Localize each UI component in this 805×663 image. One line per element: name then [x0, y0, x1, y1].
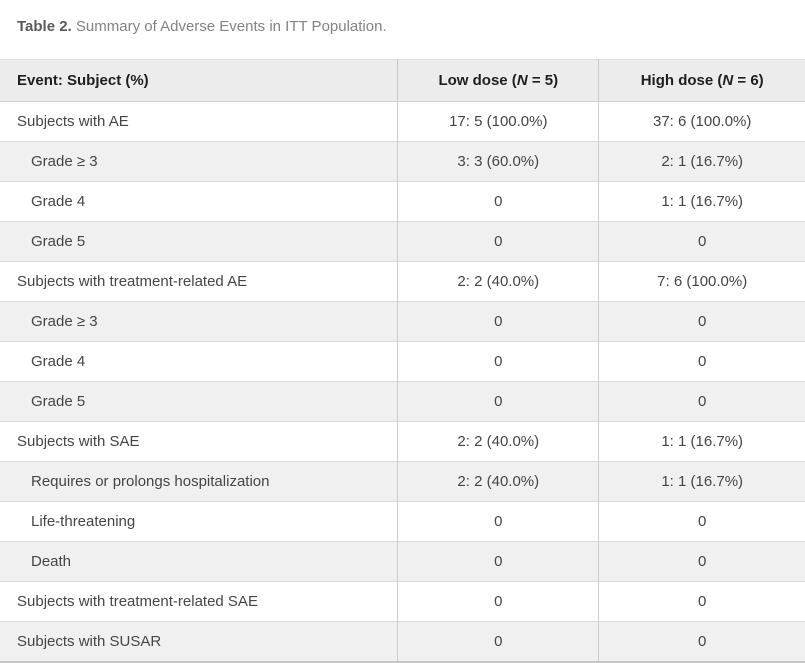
table-caption-text: Summary of Adverse Events in ITT Populat…	[71, 18, 387, 35]
header-high-dose-n: N	[722, 72, 734, 89]
high-dose-value: 0	[598, 341, 805, 382]
high-dose-value: 1: 1 (16.7%)	[598, 461, 805, 502]
event-label: Grade 5	[0, 221, 398, 262]
header-row: Event: Subject (%) Low dose (N = 5) High…	[0, 59, 805, 102]
high-dose-value: 37: 6 (100.0%)	[598, 101, 805, 142]
table-row: Grade ≥ 3 3: 3 (60.0%) 2: 1 (16.7%)	[0, 141, 805, 182]
high-dose-value: 7: 6 (100.0%)	[598, 261, 805, 302]
header-low-dose-prefix: Low dose (	[438, 72, 517, 89]
high-dose-value: 2: 1 (16.7%)	[598, 141, 805, 182]
low-dose-value: 0	[397, 221, 599, 262]
high-dose-value: 0	[598, 581, 805, 622]
low-dose-value: 0	[397, 341, 599, 382]
high-dose-value: 1: 1 (16.7%)	[598, 181, 805, 222]
high-dose-value: 0	[598, 221, 805, 262]
high-dose-value: 0	[598, 381, 805, 422]
table-caption-label: Table 2.	[17, 18, 72, 35]
low-dose-value: 0	[397, 301, 599, 342]
low-dose-value: 0	[397, 501, 599, 542]
header-low-dose-n: N	[516, 72, 528, 89]
header-low-dose-suffix: = 5)	[527, 72, 559, 89]
high-dose-value: 1: 1 (16.7%)	[598, 421, 805, 462]
table-row: Life-threatening 0 0	[0, 501, 805, 542]
table-row: Subjects with treatment-related AE 2: 2 (…	[0, 261, 805, 302]
table-row: Subjects with treatment-related SAE 0 0	[0, 581, 805, 622]
table-row: Grade 4 0 1: 1 (16.7%)	[0, 181, 805, 222]
table-header: Event: Subject (%) Low dose (N = 5) High…	[0, 59, 805, 102]
event-label: Grade 4	[0, 181, 398, 222]
header-high-dose-suffix: = 6)	[733, 72, 764, 89]
high-dose-value: 0	[598, 541, 805, 582]
table-row: Subjects with AE 17: 5 (100.0%) 37: 6 (100…	[0, 101, 805, 142]
low-dose-value: 0	[397, 581, 599, 622]
low-dose-value: 0	[397, 181, 599, 222]
event-label: Subjects with SUSAR	[0, 621, 398, 662]
high-dose-value: 0	[598, 501, 805, 542]
low-dose-value: 2: 2 (40.0%)	[397, 461, 599, 502]
event-label: Subjects with AE	[0, 101, 398, 142]
table-body: Subjects with AE 17: 5 (100.0%) 37: 6 (100…	[0, 101, 805, 662]
table-row: Requires or prolongs hospitalization 2: 2…	[0, 461, 805, 502]
low-dose-value: 0	[397, 381, 599, 422]
table-row: Subjects with SUSAR 0 0	[0, 621, 805, 662]
high-dose-value: 0	[598, 301, 805, 342]
low-dose-value: 0	[397, 541, 599, 582]
table-row: Death 0 0	[0, 541, 805, 582]
header-high-dose-prefix: High dose (	[640, 72, 723, 89]
high-dose-value: 0	[598, 621, 805, 662]
event-label: Grade 4	[0, 341, 398, 382]
header-high-dose: High dose (N = 6)	[598, 59, 805, 102]
low-dose-value: 2: 2 (40.0%)	[397, 421, 599, 462]
event-label: Life-threatening	[0, 501, 398, 542]
low-dose-value: 2: 2 (40.0%)	[397, 261, 599, 302]
table-row: Subjects with SAE 2: 2 (40.0%) 1: 1 (16.7%…	[0, 421, 805, 462]
adverse-events-table: Event: Subject (%) Low dose (N = 5) High…	[0, 59, 805, 663]
event-label: Grade ≥ 3	[0, 301, 398, 342]
event-label: Death	[0, 541, 398, 582]
event-label: Grade ≥ 3	[0, 141, 398, 182]
header-event-subject: Event: Subject (%)	[0, 59, 398, 102]
event-label: Grade 5	[0, 381, 398, 422]
low-dose-value: 17: 5 (100.0%)	[397, 101, 599, 142]
table-caption: Table 2. Summary of Adverse Events in IT…	[0, 0, 805, 37]
low-dose-value: 3: 3 (60.0%)	[397, 141, 599, 182]
event-label: Subjects with treatment-related AE	[0, 261, 398, 302]
event-label: Subjects with SAE	[0, 421, 398, 462]
event-label: Requires or prolongs hospitalization	[0, 461, 398, 502]
event-label: Subjects with treatment-related SAE	[0, 581, 398, 622]
header-low-dose: Low dose (N = 5)	[397, 59, 599, 102]
low-dose-value: 0	[397, 621, 599, 662]
